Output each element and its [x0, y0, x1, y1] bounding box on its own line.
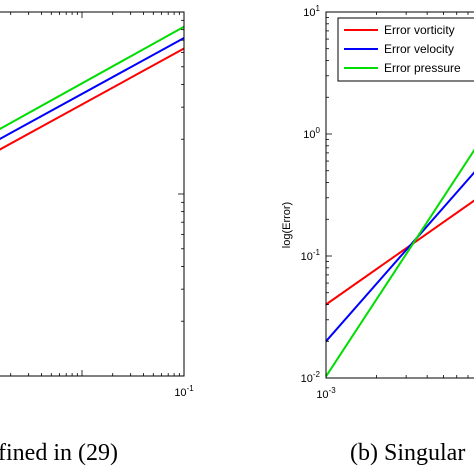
left-plot-panel: 10-1 — [0, 11, 194, 399]
right-series-line-2 — [325, 148, 474, 377]
right-y-tick-label: 10-1 — [301, 248, 321, 263]
y-axis-label: log(Error) — [281, 202, 293, 248]
right-y-tick-label: 100 — [303, 126, 320, 141]
right-plot-panel: 10-2 10-1 100 101 10-3 log(Error) Error vort… — [281, 4, 474, 401]
left-series-lines — [0, 25, 185, 151]
chart-legend: Error vorticity Error velocity Error press… — [337, 17, 474, 82]
right-series-line-0 — [325, 199, 474, 306]
right-plot-frame — [325, 11, 474, 379]
legend-label-1: Error velocity — [384, 42, 454, 56]
right-figure-caption: (b) Singular — [350, 440, 466, 466]
right-y-tick-label: 10-2 — [301, 370, 321, 385]
left-plot-frame — [0, 11, 185, 377]
right-series-lines — [325, 148, 474, 377]
right-x-tick-label: 10-3 — [316, 386, 336, 401]
left-figure-caption: fined in (29) — [0, 440, 118, 466]
right-series-line-1 — [325, 171, 474, 342]
right-axis-ticks: 10-2 10-1 100 101 10-3 — [301, 4, 469, 401]
left-x-tick-label: 10-1 — [174, 384, 194, 399]
left-series-line-0 — [0, 47, 185, 151]
legend-label-2: Error pressure — [384, 61, 461, 75]
right-y-tick-label: 101 — [303, 4, 320, 19]
left-axis-ticks: 10-1 — [10, 12, 194, 399]
legend-label-0: Error vorticity — [384, 23, 455, 37]
left-series-line-1 — [0, 37, 185, 140]
left-series-line-2 — [0, 25, 185, 131]
